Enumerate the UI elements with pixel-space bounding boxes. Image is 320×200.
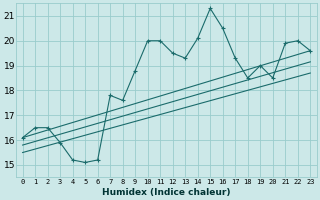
X-axis label: Humidex (Indice chaleur): Humidex (Indice chaleur) (102, 188, 231, 197)
